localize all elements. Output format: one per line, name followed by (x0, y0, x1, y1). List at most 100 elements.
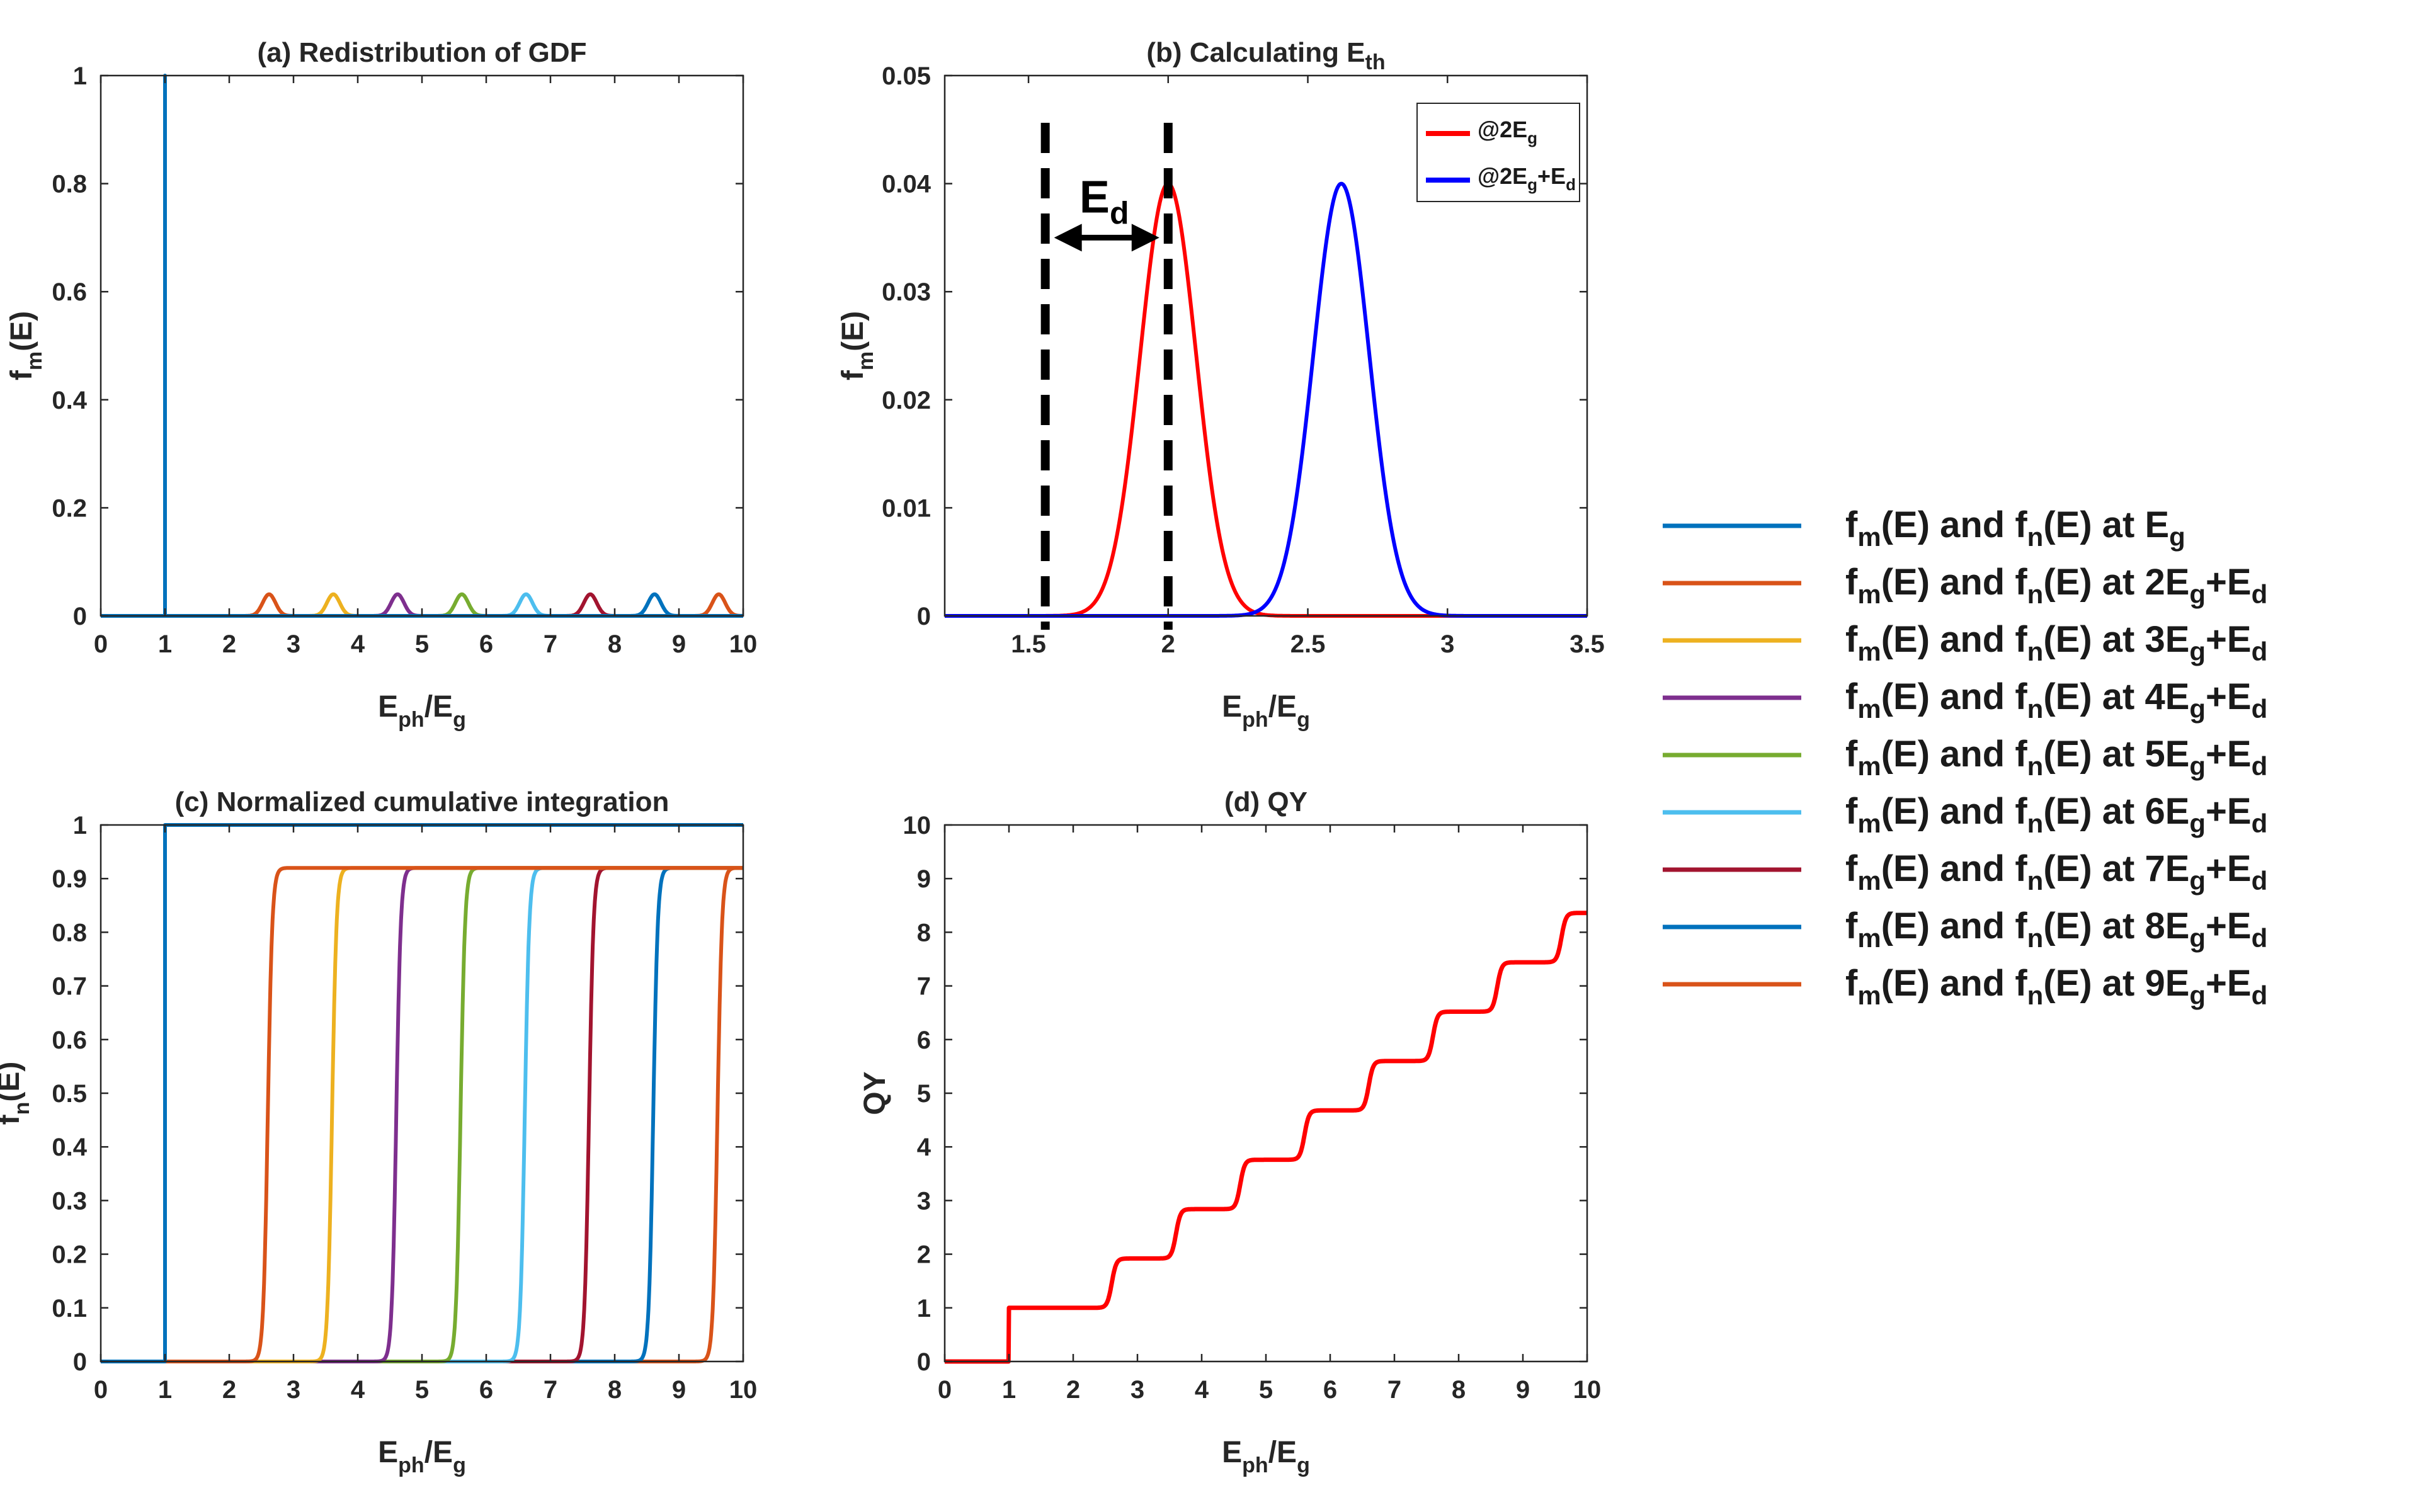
y-tick-label: 6 (917, 1026, 931, 1054)
y-tick-label: 3 (917, 1187, 931, 1215)
legend-item: fm(E) and fn(E) at 3Eg+Ed (1663, 619, 2267, 666)
x-tick-label: 3 (1440, 630, 1454, 658)
y-tick-label: 0.8 (52, 919, 87, 946)
y-tick-label: 0.5 (52, 1080, 87, 1108)
x-axis-label: Eph/Eg (378, 1436, 466, 1477)
y-tick-label: 10 (903, 812, 931, 839)
y-tick-label: 0.2 (52, 1241, 87, 1269)
x-tick-label: 3 (287, 1376, 300, 1404)
panel-title: (d) QY (1224, 787, 1307, 817)
x-tick-label: 1.5 (1011, 630, 1046, 658)
legend-item: fm(E) and fn(E) at Eg (1663, 504, 2185, 552)
series-line-qy (943, 911, 1589, 1364)
inset-legend-box (1416, 103, 1580, 202)
y-tick-label: 7 (917, 973, 931, 1001)
x-tick-label: 0 (94, 1376, 108, 1404)
legend-label: fm(E) and fn(E) at 8Eg+Ed (1845, 906, 2267, 953)
y-tick-label: 1 (73, 812, 87, 839)
x-tick-label: 1 (158, 630, 172, 658)
y-axis-label: QY (858, 1071, 892, 1115)
plot-area (945, 825, 1587, 1361)
y-tick-label: 0 (917, 603, 931, 630)
x-tick-label: 3.5 (1569, 630, 1605, 658)
y-tick-label: 0.4 (52, 1134, 87, 1161)
y-tick-label: 0.03 (882, 278, 931, 306)
legend-item: fm(E) and fn(E) at 4Eg+Ed (1663, 676, 2267, 724)
panel-title: (b) Calculating Eth (1146, 37, 1385, 74)
panel-a-redistribution-of-gdf: 0 1 2 3 4 5 6 7 8 9 10 0 0.2 0.4 0.6 0.8 1 (a) Redistribu… (5, 37, 757, 732)
y-tick-label: 0.6 (52, 1026, 87, 1054)
x-tick-label: 5 (415, 1376, 429, 1404)
x-tick-label: 10 (1573, 1376, 1602, 1404)
y-tick-label: 0 (73, 603, 87, 630)
y-tick-label: 2 (917, 1241, 931, 1269)
legend-item: fm(E) and fn(E) at 7Eg+Ed (1663, 848, 2267, 895)
y-tick-label: 8 (917, 919, 931, 946)
legend-label: fm(E) and fn(E) at 9Eg+Ed (1845, 963, 2267, 1010)
x-tick-label: 1 (158, 1376, 172, 1404)
x-tick-label: 10 (729, 1376, 758, 1404)
legend-label: fm(E) and fn(E) at 2Eg+Ed (1845, 562, 2267, 609)
y-tick-label: 1 (73, 62, 87, 90)
x-tick-label: 6 (479, 1376, 493, 1404)
x-tick-label: 2.5 (1290, 630, 1326, 658)
panel-d-qy: 0 1 2 3 4 5 6 7 8 9 10 0 1 2 3 4 5 6 7 8 9 10 (d) QY Eph/Eg QY (858, 787, 1601, 1477)
x-tick-label: 6 (1323, 1376, 1337, 1404)
panel-title: (a) Redistribution of GDF (257, 37, 586, 68)
panel-c-normalized-cumulative-integration: 0 1 2 3 4 5 6 7 8 9 10 0 0.1 0.2 0.3 0.4 0.5 0.6 0.7 0.8 0.9… (0, 787, 757, 1477)
x-tick-label: 8 (608, 1376, 622, 1404)
y-tick-label: 0.3 (52, 1187, 87, 1215)
y-axis-label: fm(E) (5, 311, 47, 380)
y-tick-label: 0.8 (52, 171, 87, 198)
legend-label: fm(E) and fn(E) at 4Eg+Ed (1845, 676, 2267, 724)
panel-title: (c) Normalized cumulative integration (175, 787, 669, 817)
x-tick-label: 8 (608, 630, 622, 658)
y-tick-label: 0 (73, 1348, 87, 1376)
y-tick-label: 9 (917, 865, 931, 893)
x-tick-label: 1 (1002, 1376, 1016, 1404)
y-tick-label: 0.05 (882, 62, 931, 90)
x-tick-label: 7 (544, 630, 557, 658)
x-tick-label: 10 (729, 630, 758, 658)
x-tick-label: 0 (94, 630, 108, 658)
x-tick-label: 2 (1161, 630, 1175, 658)
y-tick-label: 0.02 (882, 387, 931, 414)
legend-label: fm(E) and fn(E) at 3Eg+Ed (1845, 619, 2267, 666)
y-axis-label: fm(E) (836, 311, 878, 380)
x-axis-label: Eph/Eg (1222, 1436, 1310, 1477)
y-tick-label: 1 (917, 1295, 931, 1322)
y-tick-label: 0.9 (52, 865, 87, 893)
y-axis-label: fn(E) (0, 1062, 34, 1125)
x-tick-label: 3 (1131, 1376, 1144, 1404)
x-tick-label: 2 (222, 630, 236, 658)
y-tick-label: 0.2 (52, 494, 87, 522)
legend-label: fm(E) and fn(E) at Eg (1845, 504, 2185, 552)
inset-legend-label: @2Eg (1478, 117, 1537, 147)
x-axis-label: Eph/Eg (378, 690, 466, 732)
plot-area (101, 825, 743, 1361)
x-tick-label: 4 (1195, 1376, 1209, 1404)
legend-label: fm(E) and fn(E) at 6Eg+Ed (1845, 791, 2267, 838)
y-tick-label: 0.6 (52, 278, 87, 306)
x-tick-label: 7 (544, 1376, 557, 1404)
ed-annotation: Ed (1079, 172, 1129, 230)
panel-b-calculating-eth: Ed @2Eg @2Eg+Ed 1.5 2 2.5 3 3.5 0 0.01 0.02 0.03 0.0… (836, 37, 1605, 732)
legend-item: fm(E) and fn(E) at 9Eg+Ed (1663, 963, 2267, 1010)
y-tick-label: 0 (917, 1348, 931, 1376)
ed-arrow-head-left (1054, 224, 1082, 252)
y-tick-label: 0.04 (882, 171, 931, 198)
x-tick-label: 6 (479, 630, 493, 658)
legend-item: fm(E) and fn(E) at 6Eg+Ed (1663, 791, 2267, 838)
x-axis-label: Eph/Eg (1222, 690, 1310, 732)
y-tick-label: 4 (917, 1134, 931, 1161)
y-tick-label: 0.01 (882, 494, 931, 522)
x-tick-label: 3 (287, 630, 300, 658)
x-tick-label: 0 (938, 1376, 952, 1404)
x-tick-label: 5 (415, 630, 429, 658)
x-tick-label: 9 (1516, 1376, 1530, 1404)
legend-label: fm(E) and fn(E) at 5Eg+Ed (1845, 734, 2267, 781)
axes-box (943, 74, 1588, 617)
inset-legend-label: @2Eg+Ed (1478, 163, 1576, 194)
x-tick-label: 8 (1452, 1376, 1466, 1404)
